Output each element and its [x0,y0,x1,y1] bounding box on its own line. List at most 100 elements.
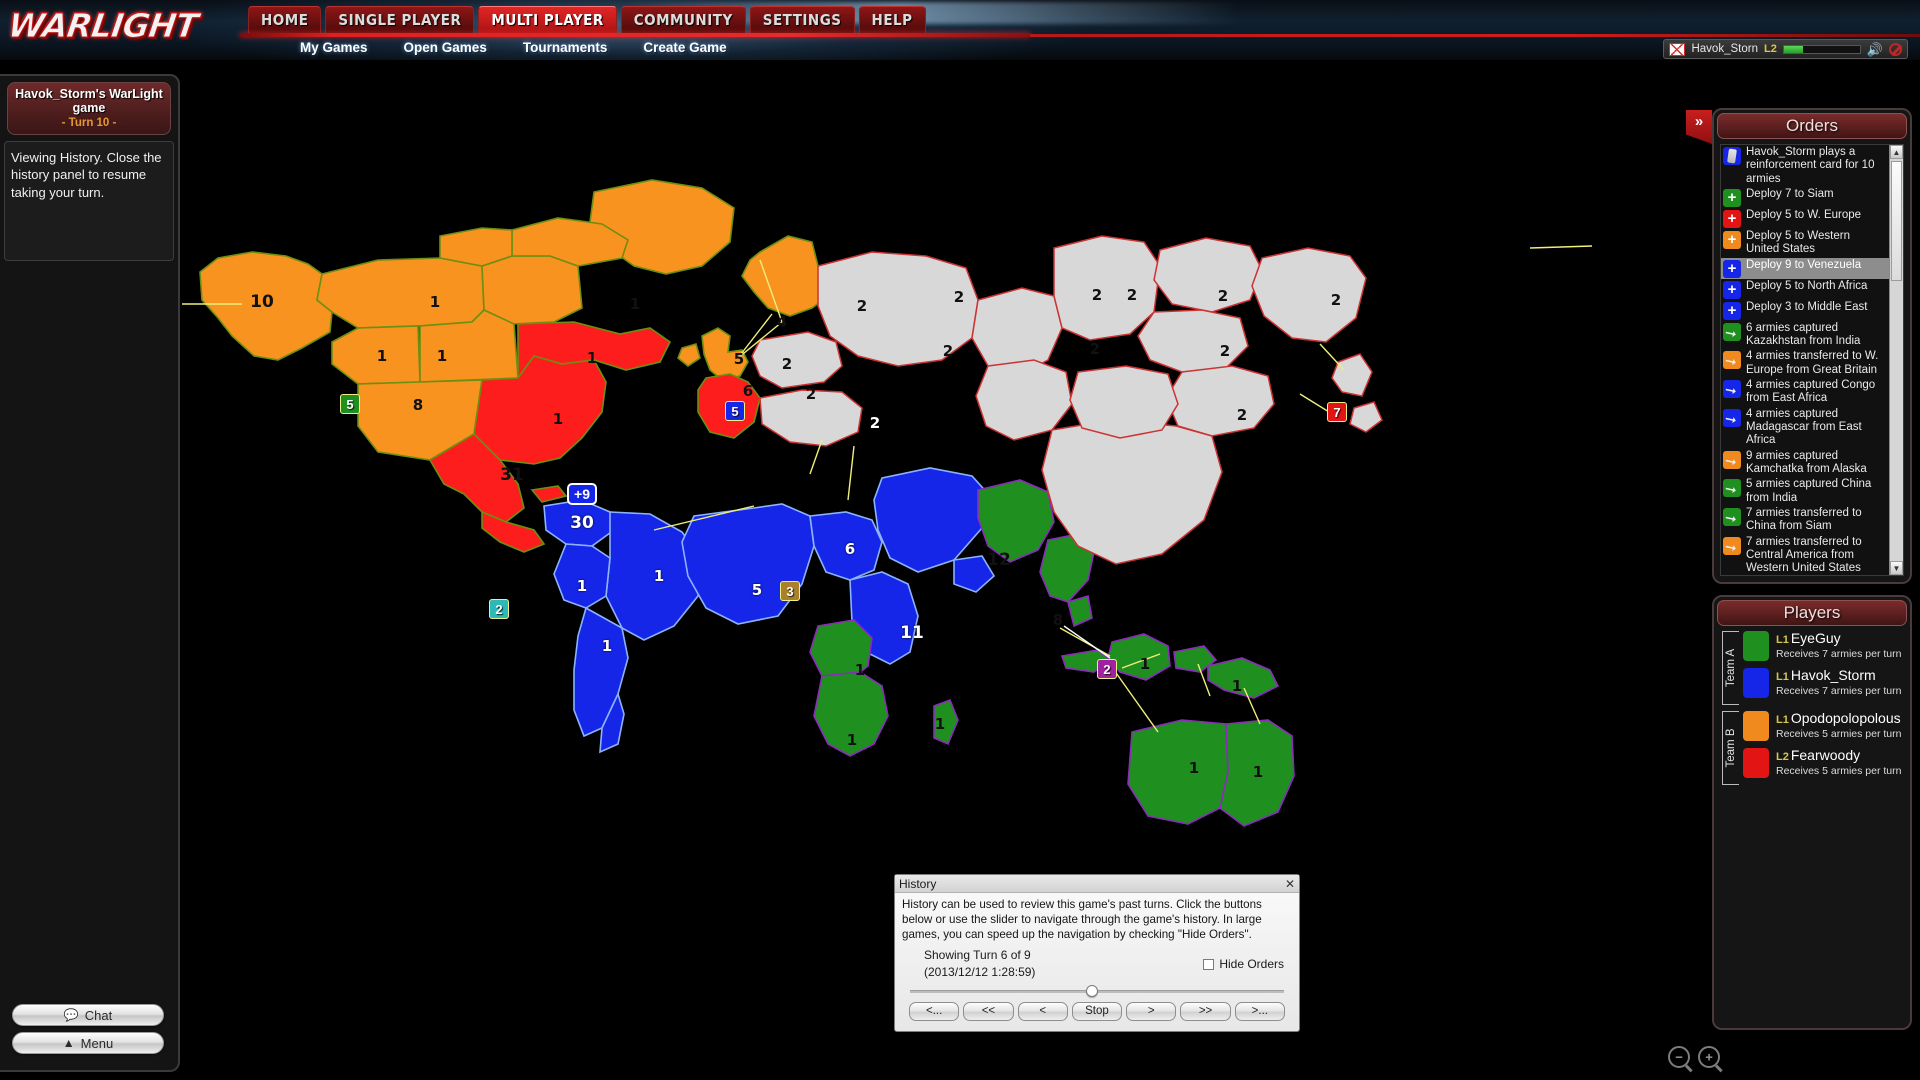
history-title: History [899,876,937,891]
user-xp-bar [1782,44,1861,54]
scrollbar-thumb[interactable] [1891,161,1902,281]
jump-first-button[interactable]: <... [909,1001,960,1021]
player-row[interactable]: L1 EyeGuy Receives 7 armies per turn [1743,630,1904,661]
subnav-open-games[interactable]: Open Games [403,40,487,55]
plus-icon: + [1723,259,1741,278]
slider-knob[interactable] [1085,984,1098,997]
zoom-in-icon[interactable]: + [1698,1046,1720,1068]
nav-community[interactable]: COMMUNITY [620,6,746,33]
zoom-controls: − + [1668,1046,1720,1068]
envelope-icon[interactable] [1669,42,1686,56]
history-buttons: <... << < Stop > >> >... [902,998,1292,1021]
arrow-icon: ➞ [1723,379,1741,399]
arrow-icon: ➞ [1723,322,1741,342]
order-item[interactable]: + Deploy 7 to Siam [1721,187,1889,208]
speaker-icon[interactable]: 🔊 [1866,41,1883,57]
order-item[interactable]: + Deploy 5 to Western United States [1721,229,1889,258]
close-icon[interactable]: ✕ [1284,876,1295,891]
team-group: Team B L1 Opodopolopolous Receives 5 armies… [1722,710,1904,785]
user-level-badge: L2 [1763,43,1777,55]
map-connection-lines [182,245,1593,733]
history-dialog[interactable]: History ✕ History can be used to review … [894,874,1300,1032]
order-item[interactable]: ➞ 7 armies transferred to Central America… [1721,535,1889,575]
player-row[interactable]: L1 Havok_Storm Receives 7 armies per turn [1743,667,1904,698]
player-color-swatch [1743,631,1769,661]
territories-red [428,321,761,553]
player-name[interactable]: L2 Fearwoody [1776,747,1861,763]
order-item-text: 7 armies transferred to China from Siam [1746,506,1862,533]
nav-home[interactable]: HOME [248,6,322,33]
player-name[interactable]: L1 Havok_Storm [1776,667,1876,683]
nav-multi-player[interactable]: MULTI PLAYER [478,6,617,33]
game-message: Viewing History. Close the history panel… [11,149,162,200]
scroll-up-arrow-icon[interactable]: ▲ [1890,145,1903,159]
bonus-value-badge[interactable]: 7 [1327,402,1347,422]
chat-button[interactable]: 💬 Chat [12,1004,164,1026]
bonus-value-badge[interactable]: 5 [340,394,360,414]
plus-icon: + [1723,301,1741,320]
chat-bubble-icon: 💬 [63,1008,79,1022]
bonus-value-badge[interactable]: 2 [1097,659,1117,679]
arrow-icon: ➞ [1723,351,1741,370]
step-forward-button[interactable]: > [1126,1001,1177,1021]
history-slider[interactable] [910,984,1284,998]
player-name[interactable]: L1 EyeGuy [1776,630,1841,646]
bonus-value-badge[interactable]: 2 [489,599,509,619]
player-level-badge: L1 [1776,671,1789,683]
nav-help[interactable]: HELP [858,6,926,33]
nav-divider-line [240,33,1030,37]
subnav-tournaments[interactable]: Tournaments [522,40,608,55]
plus-icon: + [1723,230,1741,249]
menu-button-label: Menu [80,1035,114,1051]
jump-last-button[interactable]: >... [1234,1001,1285,1021]
order-item[interactable]: + Deploy 5 to W. Europe [1721,208,1889,229]
user-status-bar: Havok_Storn L2 🔊 [1663,39,1908,59]
order-item[interactable]: + Deploy 9 to Venezuela [1721,257,1889,279]
player-level-badge: L1 [1776,714,1789,726]
order-item[interactable]: + Deploy 5 to North Africa [1721,279,1889,300]
order-item-text: Deploy 3 to Middle East [1746,300,1868,313]
history-status-row: Showing Turn 6 of 9 (2013/12/12 1:28:59)… [902,947,1292,979]
order-item[interactable]: ➞ 5 armies captured China from India [1721,477,1889,506]
warlight-logo[interactable]: WARLIGHT [5,6,200,46]
order-item[interactable]: + Deploy 3 to Middle East [1721,300,1889,321]
history-description: History can be used to review this game'… [902,898,1262,941]
bonus-value-badge[interactable]: 3 [780,581,800,601]
user-name[interactable]: Havok_Storn [1691,43,1758,55]
player-name[interactable]: L1 Opodopolopolous [1776,710,1901,726]
player-row[interactable]: L2 Fearwoody Receives 5 armies per turn [1743,747,1904,778]
order-item[interactable]: Havok_Storm plays a reinforcement card f… [1721,145,1889,187]
order-item[interactable]: ➞ 9 armies captured Kamchatka from Alaska [1721,449,1889,478]
player-color-swatch [1743,711,1769,741]
subnav-create-game[interactable]: Create Game [643,40,727,55]
no-entry-icon[interactable] [1889,42,1902,56]
order-item[interactable]: ➞ 6 armies captured Kazakhstan from India [1721,321,1889,350]
scroll-down-arrow-icon[interactable]: ▼ [1890,561,1903,575]
left-sidebar: Havok_Storm's WarLight game - Turn 10 - … [0,74,180,1072]
prev-turn-button[interactable]: << [963,1001,1014,1021]
hide-orders-checkbox[interactable]: Hide Orders [1203,957,1284,971]
player-row[interactable]: L1 Opodopolopolous Receives 5 armies per t… [1743,710,1904,741]
bonus-value-badge[interactable]: 5 [725,401,745,421]
nav-divider-line-right [1030,34,1920,37]
order-item[interactable]: ➞ 4 armies transferred to W. Europe from … [1721,349,1889,378]
nav-single-player[interactable]: SINGLE PLAYER [325,6,475,33]
history-title-bar: History ✕ [895,875,1299,893]
top-header: WARLIGHT HOME SINGLE PLAYER MULTI PLAYER… [0,0,1920,60]
nav-settings[interactable]: SETTINGS [749,6,855,33]
map-territories[interactable] [182,60,1722,1080]
order-item[interactable]: ➞ 4 armies captured Congo from East Afric… [1721,378,1889,407]
subnav-my-games[interactable]: My Games [300,40,368,55]
step-back-button[interactable]: < [1017,1001,1068,1021]
order-item[interactable]: ➞ 7 armies transferred to China from Siam [1721,506,1889,535]
orders-list[interactable]: Havok_Storm plays a reinforcement card f… [1720,144,1904,576]
zoom-out-icon[interactable]: − [1668,1046,1690,1068]
game-title: Havok_Storm's WarLight game [15,87,163,116]
checkbox-box[interactable] [1203,958,1215,970]
orders-scrollbar[interactable]: ▲ ▼ [1889,145,1903,575]
history-showing-turn: Showing Turn 6 of 9 [924,948,1031,963]
next-turn-button[interactable]: >> [1180,1001,1231,1021]
stop-button[interactable]: Stop [1071,1001,1123,1021]
order-item[interactable]: ➞ 4 armies captured Madagascar from East … [1721,407,1889,449]
menu-button[interactable]: ▲ Menu [12,1032,164,1054]
